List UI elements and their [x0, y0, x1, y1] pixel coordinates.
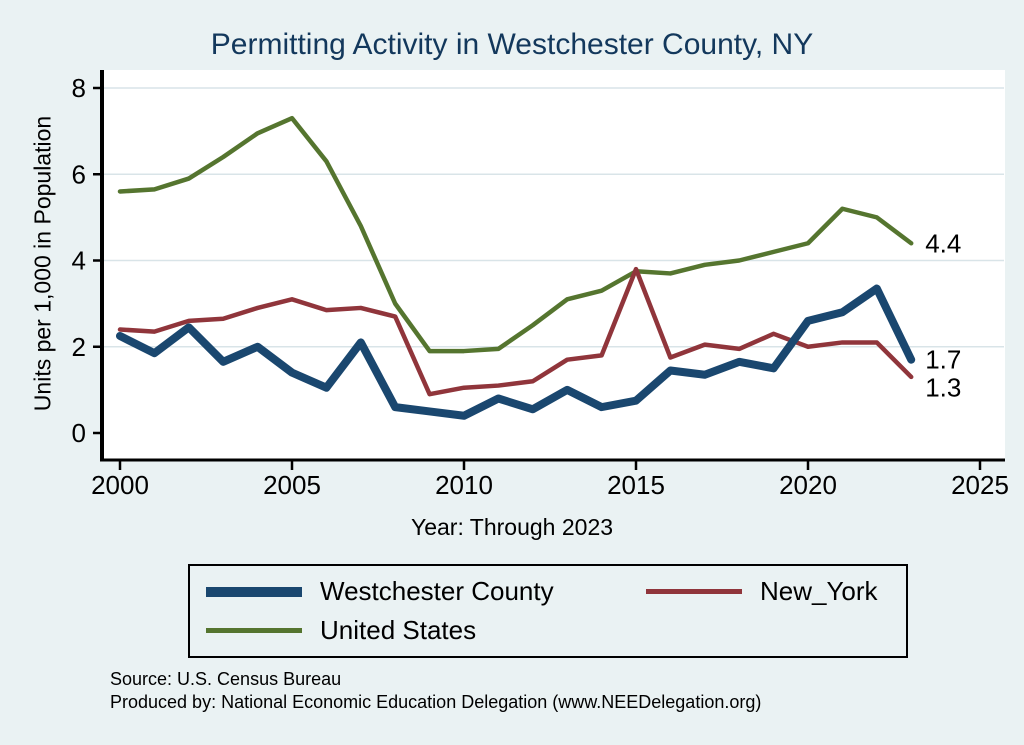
x-tick-label: 2015: [607, 470, 665, 500]
series-lines: [116, 115, 916, 420]
legend-swatch-westchester-county: [206, 586, 302, 597]
x-axis-label: Year: Through 2023: [410, 514, 614, 540]
chart-title: Permitting Activity in Westchester Count…: [210, 28, 814, 61]
series-end-label: 4.4: [925, 228, 961, 258]
y-tick-label: 8: [72, 73, 86, 103]
series-end-labels: 4.4 1.71.3: [925, 228, 961, 402]
legend-item-united-states: United States: [206, 615, 646, 646]
y-tick-label: 0: [72, 418, 86, 448]
x-tick-label: 2020: [779, 470, 837, 500]
legend-label-united-states: United States: [320, 615, 477, 645]
y-tick-label: 6: [72, 159, 86, 189]
series-line-westchester-county: [116, 284, 916, 420]
series-line-united-states: [117, 115, 914, 354]
series-line-new-york: [117, 266, 914, 397]
y-tick-label: 2: [72, 332, 86, 362]
y-axis-label: Units per 1,000 in Population: [29, 115, 56, 412]
legend: Westchester County New_York United State…: [188, 564, 908, 658]
legend-swatch-united-states: [206, 628, 302, 633]
source-line-2: Produced by: National Economic Education…: [110, 691, 762, 712]
legend-label-new-york: New_York: [760, 576, 878, 606]
x-tick-label: 2025: [951, 470, 1009, 500]
x-tick-label: 2005: [263, 470, 321, 500]
x-tick-label: 2000: [91, 470, 149, 500]
source-note: Source: U.S. Census Bureau Produced by: …: [110, 668, 761, 713]
tick-labels: 0 2 4 6 8 2000 2005 2010 2015 2020 2025: [72, 73, 1009, 500]
source-line-1: Source: U.S. Census Bureau: [110, 669, 342, 689]
legend-swatch-new-york: [646, 589, 742, 594]
legend-item-westchester-county: Westchester County: [206, 576, 646, 607]
legend-item-new-york: New_York: [646, 576, 890, 607]
series-end-label: 1.7: [925, 345, 961, 375]
x-tick-label: 2010: [435, 470, 493, 500]
series-end-label: 1.3: [925, 373, 961, 403]
legend-label-westchester-county: Westchester County: [320, 576, 554, 606]
y-tick-label: 4: [72, 246, 86, 276]
tick-marks: [93, 86, 982, 470]
